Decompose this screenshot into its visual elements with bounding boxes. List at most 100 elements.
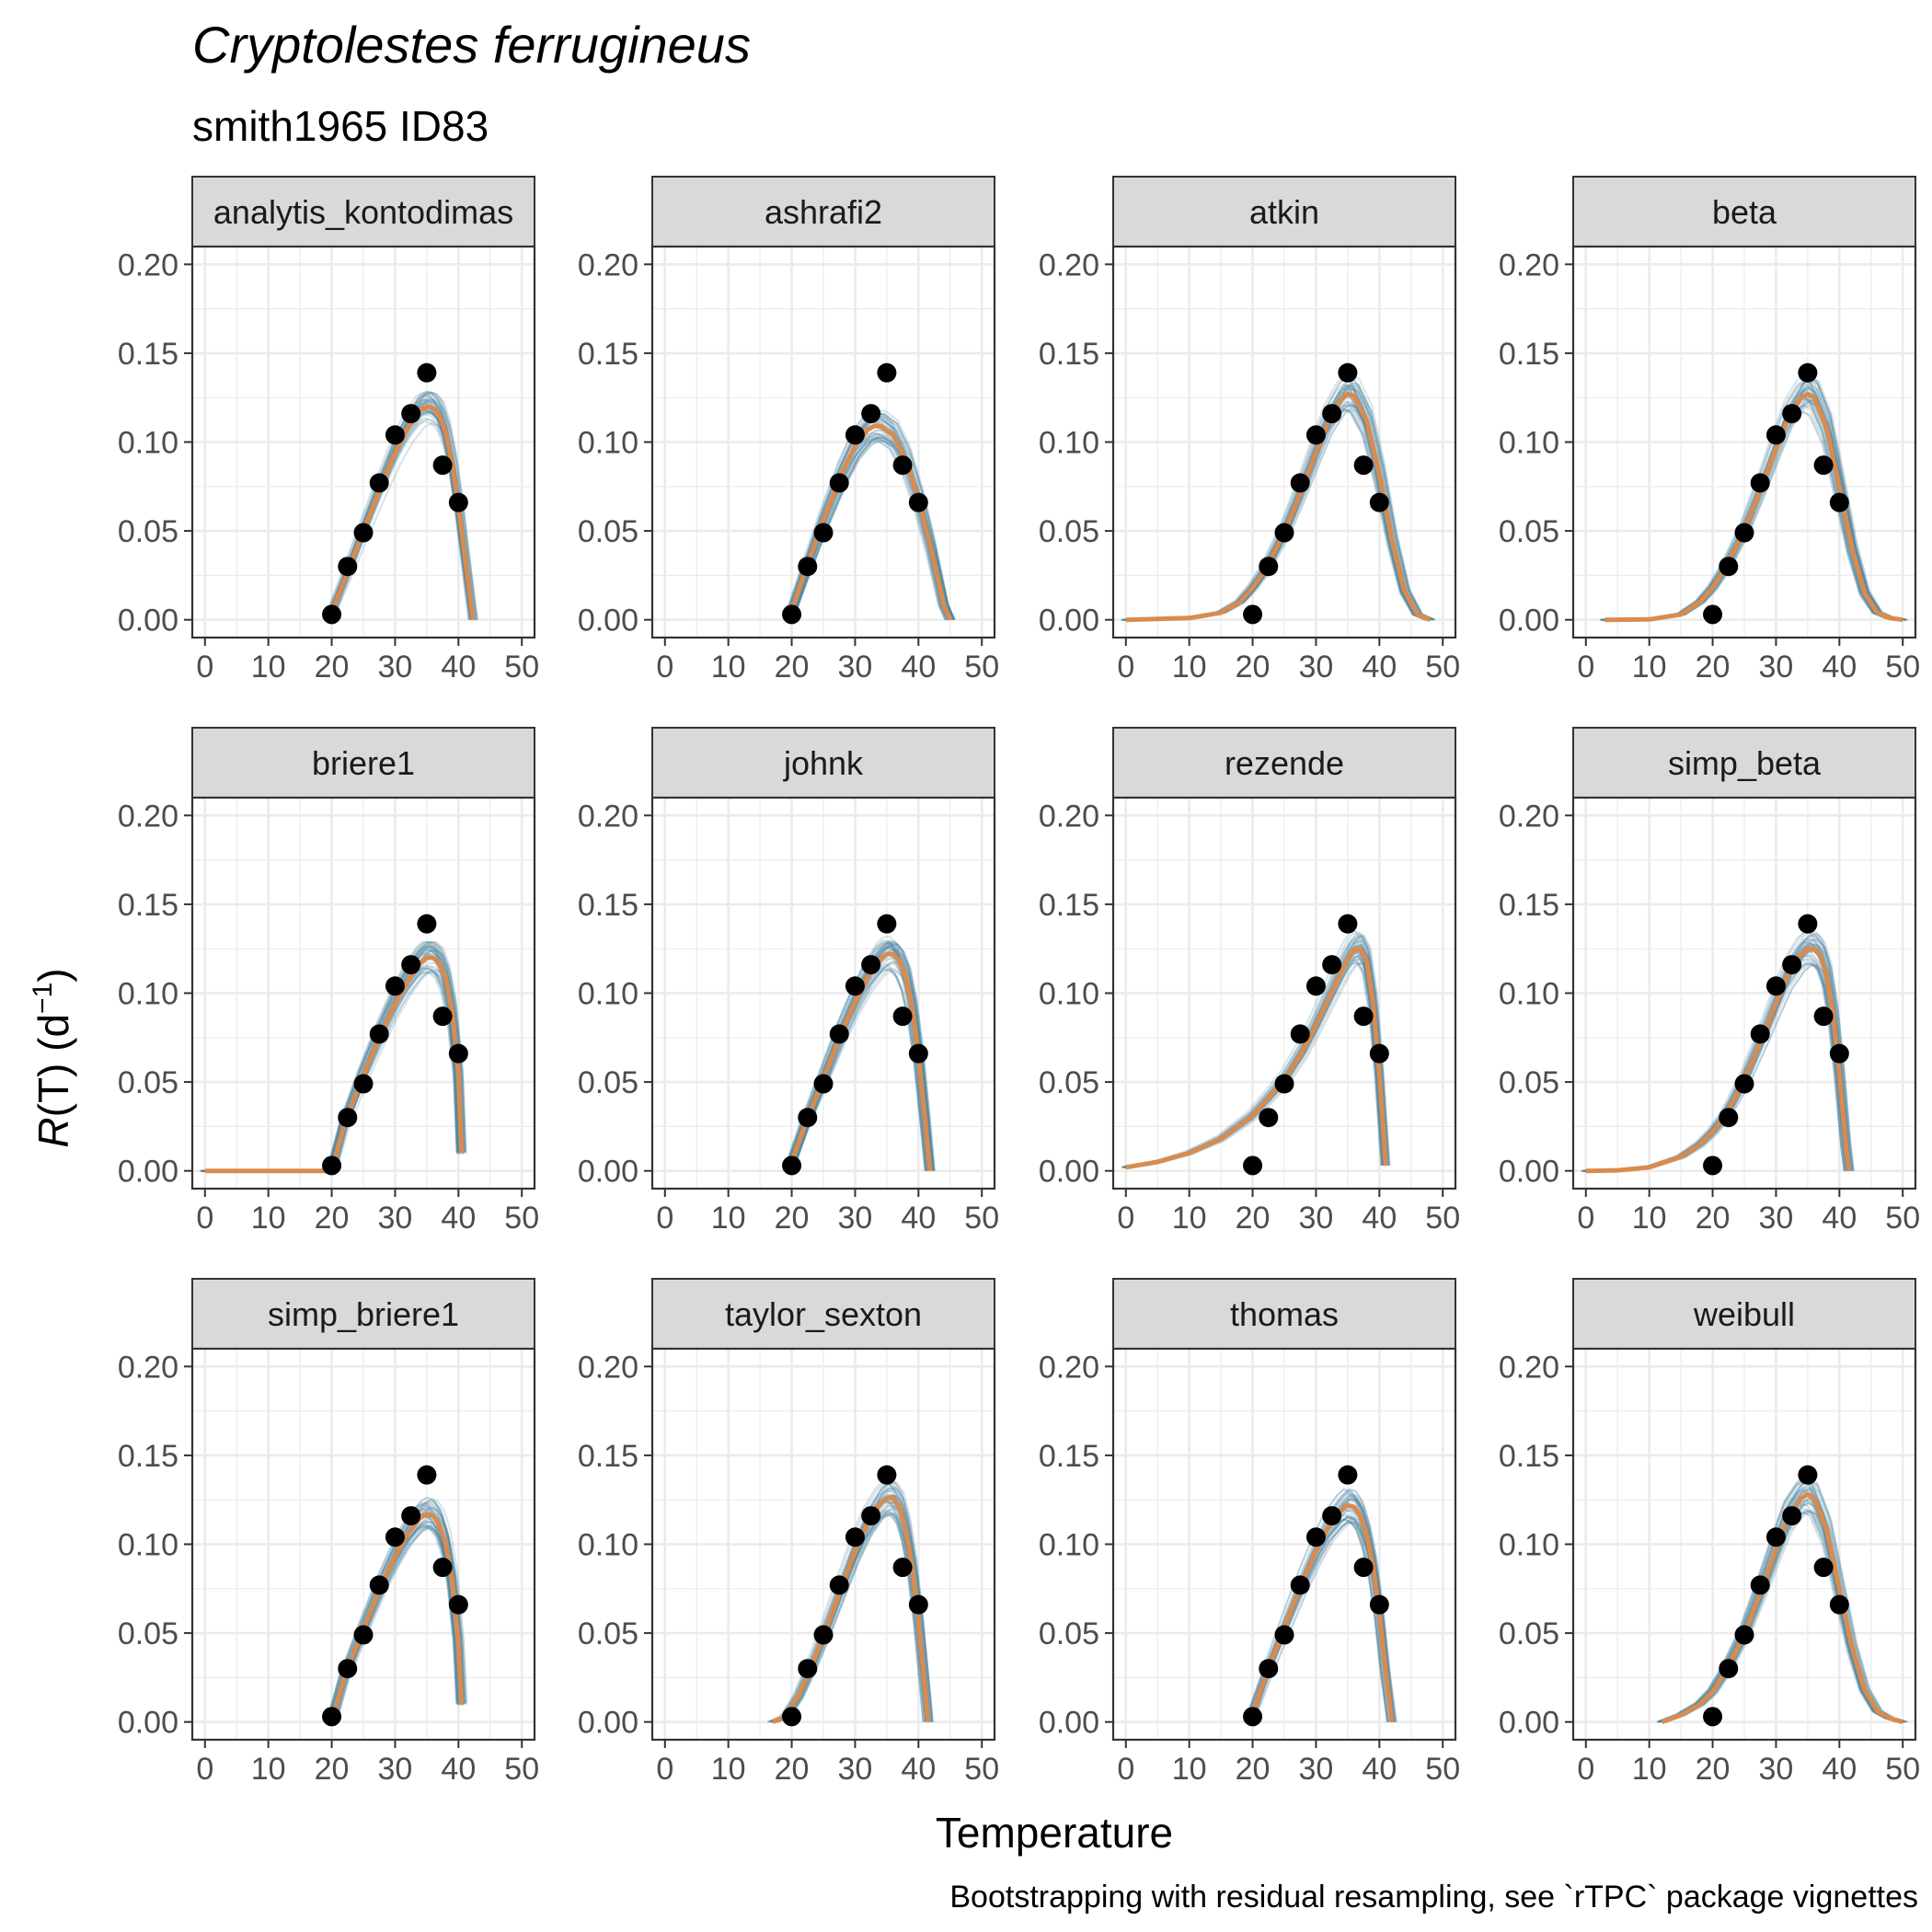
y-tick-label: 0.20 [1039, 247, 1099, 282]
bootstrap-curve [1657, 1488, 1899, 1723]
facet-strip-label: weibull [1693, 1295, 1795, 1333]
x-tick-label: 10 [711, 1752, 746, 1787]
data-point [1813, 455, 1834, 476]
fitted-curve [786, 423, 953, 621]
x-tick-label: 40 [441, 1752, 476, 1787]
observed-points [322, 362, 468, 625]
x-tick-label: 50 [964, 650, 999, 684]
x-tick-label: 10 [711, 650, 746, 684]
data-point [892, 1006, 913, 1027]
bootstrap-curve [791, 436, 956, 621]
x-tick-label: 40 [901, 1752, 936, 1787]
data-point [861, 1506, 881, 1526]
y-tick-label: 0.20 [1039, 1350, 1099, 1385]
chart-caption: Bootstrapping with residual resampling, … [949, 1880, 1918, 1915]
observed-points [322, 914, 468, 1176]
y-tick-label: 0.15 [1499, 337, 1559, 372]
fitted-curve [326, 404, 476, 621]
facet-panel: atkin 0.00 0.05 0.10 0.15 0.20 0 10 20 30 40 50 [1039, 176, 1460, 684]
bootstrap-curve [334, 1524, 467, 1722]
data-point [1719, 1659, 1739, 1679]
y-tick-label: 0.15 [1499, 888, 1559, 923]
x-tick-label: 50 [964, 1752, 999, 1787]
data-point [401, 955, 421, 975]
data-point [1369, 492, 1389, 512]
y-tick-label: 0.10 [118, 977, 178, 1012]
observed-points [782, 914, 928, 1176]
y-tick-label: 0.05 [118, 514, 178, 549]
facet-strip-label: briere1 [312, 744, 415, 782]
data-point [877, 914, 897, 934]
data-point [845, 1527, 865, 1547]
observed-points [1703, 362, 1849, 625]
data-point [1719, 557, 1739, 577]
y-tick-label: 0.10 [578, 977, 638, 1012]
x-tick-label: 20 [1696, 650, 1731, 684]
x-tick-label: 10 [251, 1201, 286, 1236]
y-tick-label: 0.15 [118, 337, 178, 372]
fitted-curve [1661, 1491, 1903, 1725]
data-point [861, 404, 881, 424]
y-tick-label: 0.15 [1039, 888, 1099, 923]
x-tick-label: 50 [964, 1201, 999, 1236]
y-tick-label: 0.20 [578, 799, 638, 834]
x-tick-label: 50 [504, 1752, 539, 1787]
data-point [1290, 1024, 1310, 1044]
x-tick-label: 40 [1822, 1752, 1857, 1787]
y-tick-label: 0.10 [578, 426, 638, 461]
facet-panel: thomas 0.00 0.05 0.10 0.15 0.20 0 10 20 30 40 50 [1039, 1278, 1460, 1787]
x-tick-label: 50 [1885, 1752, 1920, 1787]
bootstrap-curve [1666, 1496, 1908, 1723]
data-point [782, 1156, 802, 1176]
facet-strip [651, 1278, 995, 1350]
data-point [845, 976, 865, 996]
y-tick-label: 0.10 [1039, 426, 1099, 461]
x-tick-label: 30 [1299, 650, 1334, 684]
bootstrap-curve [784, 942, 928, 1172]
data-point [813, 1074, 834, 1094]
data-point [432, 1006, 453, 1027]
y-tick-label: 0.15 [118, 1439, 178, 1474]
facet-strip [651, 727, 995, 799]
y-tick-label: 0.05 [118, 1065, 178, 1100]
y-axis-title-text: (T) (d [29, 1014, 77, 1117]
bootstrap-curve [335, 1513, 468, 1722]
bootstrap-curve [792, 944, 936, 1172]
bootstrap-curve [791, 956, 936, 1172]
data-point [1734, 1074, 1754, 1094]
x-tick-label: 10 [711, 1201, 746, 1236]
data-point [829, 473, 849, 493]
data-point [798, 1108, 818, 1128]
x-tick-label: 20 [1696, 1201, 1731, 1236]
x-tick-label: 10 [251, 1752, 286, 1787]
data-point [1322, 955, 1342, 975]
facet-strip-label: atkin [1249, 193, 1319, 231]
facet-strip [1112, 176, 1456, 247]
bootstrap-curve [1581, 931, 1846, 1172]
y-tick-label: 0.00 [578, 604, 638, 638]
bootstrap-curve [792, 434, 956, 621]
x-tick-label: 20 [315, 1201, 350, 1236]
x-tick-label: 30 [378, 1752, 413, 1787]
data-point [1305, 1527, 1326, 1547]
bootstrap-curve [1121, 940, 1383, 1168]
data-point [338, 1659, 358, 1679]
observed-points [1703, 914, 1849, 1176]
data-point [369, 1575, 389, 1595]
x-tick-label: 40 [1822, 1201, 1857, 1236]
x-tick-label: 0 [196, 650, 213, 684]
y-tick-label: 0.20 [1499, 1350, 1559, 1385]
y-axis-title-symbol: R [29, 1117, 77, 1147]
x-tick-label: 0 [196, 1201, 213, 1236]
x-tick-label: 30 [1299, 1201, 1334, 1236]
bootstrap-curve [776, 1506, 934, 1723]
y-tick-label: 0.05 [578, 1065, 638, 1100]
data-point [1703, 604, 1723, 625]
y-tick-label: 0.15 [118, 888, 178, 923]
data-point [385, 425, 405, 445]
observed-points [322, 1465, 468, 1727]
data-point [1274, 523, 1294, 543]
x-tick-label: 30 [838, 650, 873, 684]
bootstrap-curve [1657, 1491, 1900, 1723]
